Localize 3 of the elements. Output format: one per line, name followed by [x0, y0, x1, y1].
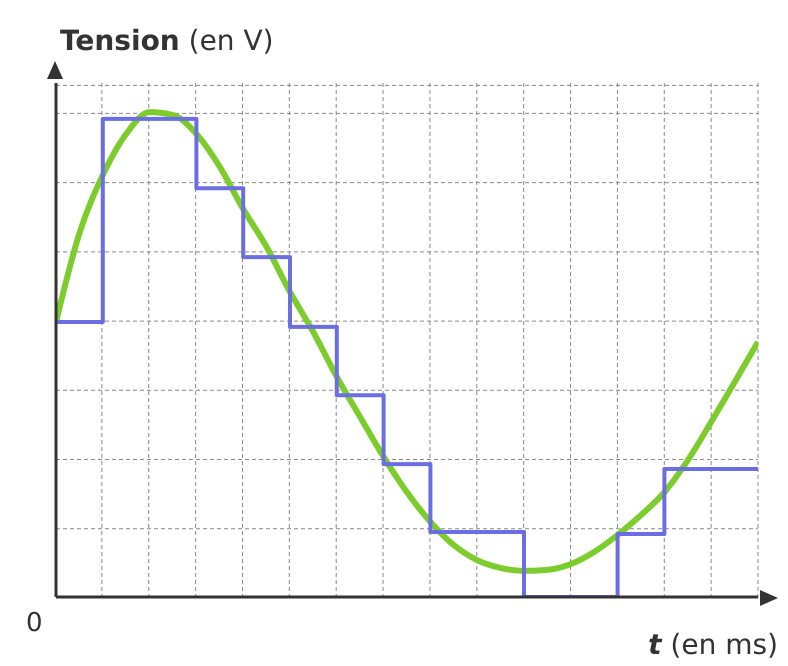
y-axis-title: Tension (en V) — [60, 24, 274, 57]
x-axis-title: t (en ms) — [648, 628, 778, 661]
text: 0 — [26, 608, 43, 638]
